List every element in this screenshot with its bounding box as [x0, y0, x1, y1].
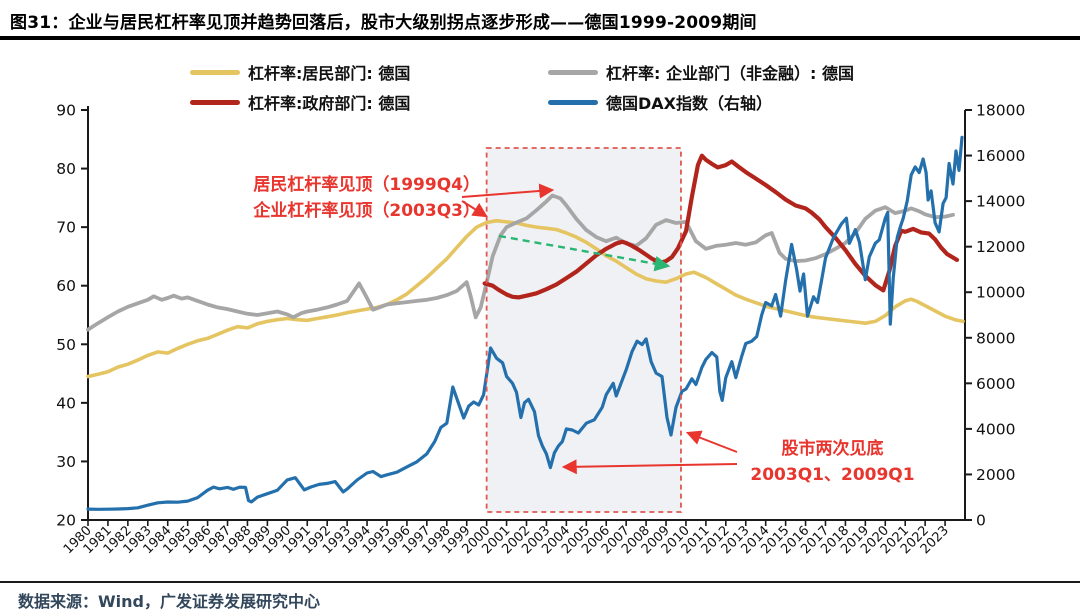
annotation-bottoms-title: 股市两次见底: [781, 439, 884, 459]
legend-label-corporate: 杠杆率: 企业部门（非金融）: 德国: [606, 64, 854, 83]
arrow-bottom-2009q1: [685, 430, 738, 453]
y-left-tick-label: 90: [56, 102, 76, 120]
legend-label-household: 杠杆率:居民部门: 德国: [248, 64, 411, 83]
annotation-bottoms-dates: 2003Q1、2009Q1: [750, 465, 915, 485]
annotation-corporate-peak: 企业杠杆率见顶（2003Q3）: [253, 201, 480, 221]
y-left-tick-label: 70: [56, 219, 76, 237]
arrow-household-peak: [461, 200, 488, 218]
series-line-dax: [86, 135, 964, 511]
y-left-tick-label: 50: [56, 336, 76, 354]
series-line-government: [482, 153, 960, 300]
annotation-leverage-peaks: 居民杠杆率见顶（1999Q4） 企业杠杆率见顶（2003Q3）: [190, 172, 480, 224]
y-right-tick-label: 12000: [976, 238, 1025, 256]
y-right-tick-label: 2000: [976, 466, 1015, 484]
figure-title: 图31：企业与居民杠杆率见顶并趋势回落后，股市大级别拐点逐步形成——德国1999…: [10, 13, 757, 33]
government-line-swatch: [190, 99, 240, 105]
legend-label-government: 杠杆率:政府部门: 德国: [248, 94, 411, 113]
footer-divider: [0, 581, 1080, 583]
legend-item-corporate: 杠杆率: 企业部门（非金融）: 德国: [548, 62, 854, 83]
series-line-household: [86, 218, 965, 379]
y-right-tick-label: 6000: [976, 375, 1015, 393]
series-line-corporate: [86, 193, 955, 332]
y-right-tick-label: 0: [976, 512, 986, 530]
corporate-line-swatch: [548, 69, 598, 75]
legend-label-dax: 德国DAX指数（右轴）: [606, 94, 773, 113]
y-left-tick-label: 40: [56, 394, 76, 412]
y-left-tick-label: 60: [56, 277, 76, 295]
title-divider: [0, 36, 1080, 40]
y-left-tick-label: 30: [56, 453, 76, 471]
data-source-note: 数据来源：Wind，广发证券发展研究中心: [18, 592, 320, 610]
y-right-tick-label: 16000: [976, 147, 1025, 165]
annotation-household-peak: 居民杠杆率见顶（1999Q4）: [253, 175, 480, 195]
y-left-tick-label: 80: [56, 160, 76, 178]
y-left-tick-label: 20: [56, 512, 76, 530]
y-right-tick-label: 4000: [976, 420, 1015, 438]
legend-item-household: 杠杆率:居民部门: 德国: [190, 62, 411, 83]
household-line-swatch: [190, 69, 240, 75]
y-right-tick-label: 10000: [976, 284, 1025, 302]
highlight-region-fill: [486, 148, 681, 512]
y-right-tick-label: 8000: [976, 329, 1015, 347]
green-trend-arrow: [498, 234, 671, 272]
legend-item-government: 杠杆率:政府部门: 德国: [190, 92, 411, 113]
arrow-corporate-peak: [461, 183, 555, 199]
arrow-bottom-2003q1: [561, 459, 738, 475]
legend-item-dax: 德国DAX指数（右轴）: [548, 92, 773, 113]
dax-line-swatch: [548, 99, 598, 105]
y-right-tick-label: 18000: [976, 102, 1025, 120]
annotation-market-bottoms: 股市两次见底 2003Q1、2009Q1: [725, 436, 940, 488]
y-right-tick-label: 14000: [976, 193, 1025, 211]
